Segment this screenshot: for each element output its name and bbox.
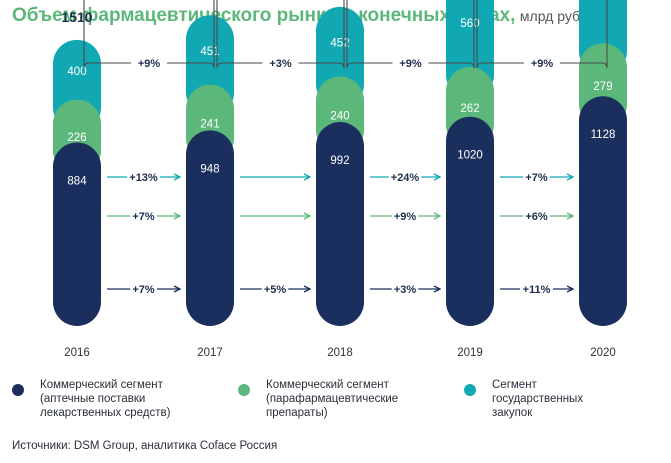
legend-item-commercial: Коммерческий сегмент (аптечные поставки … bbox=[12, 378, 200, 420]
growth-arrow-gov-label: +7% bbox=[525, 172, 548, 184]
bar-commercial bbox=[186, 130, 234, 326]
growth-bracket-label-bg bbox=[131, 55, 167, 71]
legend-item-parapharm: Коммерческий сегмент (парафармацевтическ… bbox=[238, 378, 426, 420]
legend-item-gov: Сегмент государственных закупок bbox=[464, 378, 652, 420]
growth-arrow-commercial-label: +5% bbox=[264, 284, 287, 296]
value-label-gov: 560 bbox=[460, 18, 479, 30]
value-label-parapharm: 240 bbox=[330, 110, 349, 122]
total-label: 1510 bbox=[61, 9, 92, 25]
value-label-commercial: 1020 bbox=[457, 150, 483, 162]
bar-commercial bbox=[53, 142, 101, 326]
value-label-gov: 452 bbox=[330, 38, 349, 50]
growth-bracket-label: +9% bbox=[531, 58, 554, 70]
bar-commercial bbox=[446, 116, 494, 327]
growth-bracket-label: +9% bbox=[399, 58, 422, 70]
value-label-commercial: 948 bbox=[200, 163, 219, 175]
value-label-parapharm: 241 bbox=[200, 119, 219, 131]
legend-label-line: Коммерческий сегмент bbox=[40, 379, 163, 391]
x-tick-label: 2020 bbox=[590, 347, 616, 359]
growth-arrow-commercial-label: +11% bbox=[523, 284, 551, 296]
legend-swatch-gov bbox=[464, 384, 476, 396]
legend-label-line: государственных bbox=[492, 393, 584, 405]
bar-commercial bbox=[579, 96, 627, 326]
chart-title-main: Объем фармацевтического рынка в конечных… bbox=[12, 5, 516, 26]
legend-label-line: (аптечные поставки bbox=[40, 393, 146, 405]
value-label-commercial: 884 bbox=[67, 175, 87, 187]
x-tick-label: 2019 bbox=[457, 347, 483, 359]
growth-arrow-gov-label: +24% bbox=[391, 172, 420, 184]
growth-bracket-label-bg bbox=[262, 55, 299, 71]
value-label-parapharm: 262 bbox=[460, 103, 479, 115]
growth-arrow-parapharm-label: +7% bbox=[132, 211, 155, 223]
legend-label-line: (парафармацевтические bbox=[266, 393, 399, 405]
bar-commercial bbox=[316, 122, 364, 327]
legend-label-line: препараты) bbox=[266, 407, 328, 419]
growth-arrow-commercial-label: +7% bbox=[132, 284, 155, 296]
value-label-commercial: 1128 bbox=[591, 129, 616, 141]
value-label-parapharm: 279 bbox=[593, 81, 612, 93]
growth-arrow-parapharm-label: +9% bbox=[394, 211, 417, 223]
growth-bracket-label-bg bbox=[524, 55, 560, 71]
value-label-parapharm: 226 bbox=[67, 132, 86, 144]
x-tick-label: 2016 bbox=[64, 347, 90, 359]
value-label-commercial: 992 bbox=[330, 155, 349, 167]
legend-label-line: Коммерческий сегмент bbox=[266, 379, 389, 391]
legend-label-line: Сегмент bbox=[492, 379, 537, 391]
legend-label-line: лекарственных средств) bbox=[40, 407, 171, 419]
x-tick-label: 2018 bbox=[327, 347, 353, 359]
legend-label-line: закупок bbox=[492, 407, 533, 419]
growth-arrow-gov-label: +13% bbox=[129, 172, 158, 184]
value-label-gov: 598 bbox=[593, 0, 612, 3]
growth-bracket-label-bg bbox=[392, 55, 429, 71]
source-note: Источники: DSM Group, аналитика Coface Р… bbox=[12, 440, 278, 452]
value-label-gov: 400 bbox=[67, 66, 86, 78]
x-tick-label: 2017 bbox=[197, 347, 223, 359]
legend-swatch-commercial bbox=[12, 384, 24, 396]
growth-arrow-commercial-label: +3% bbox=[394, 284, 417, 296]
growth-bracket-label: +3% bbox=[269, 58, 292, 70]
legend-swatch-parapharm bbox=[238, 384, 250, 396]
chart-title: Объем фармацевтического рынка в конечных… bbox=[12, 5, 584, 27]
chart-title-unit: млрд руб. bbox=[519, 8, 584, 24]
growth-arrow-parapharm-label: +6% bbox=[525, 211, 548, 223]
growth-bracket-label: +9% bbox=[138, 58, 161, 70]
value-label-gov: 451 bbox=[200, 46, 219, 58]
